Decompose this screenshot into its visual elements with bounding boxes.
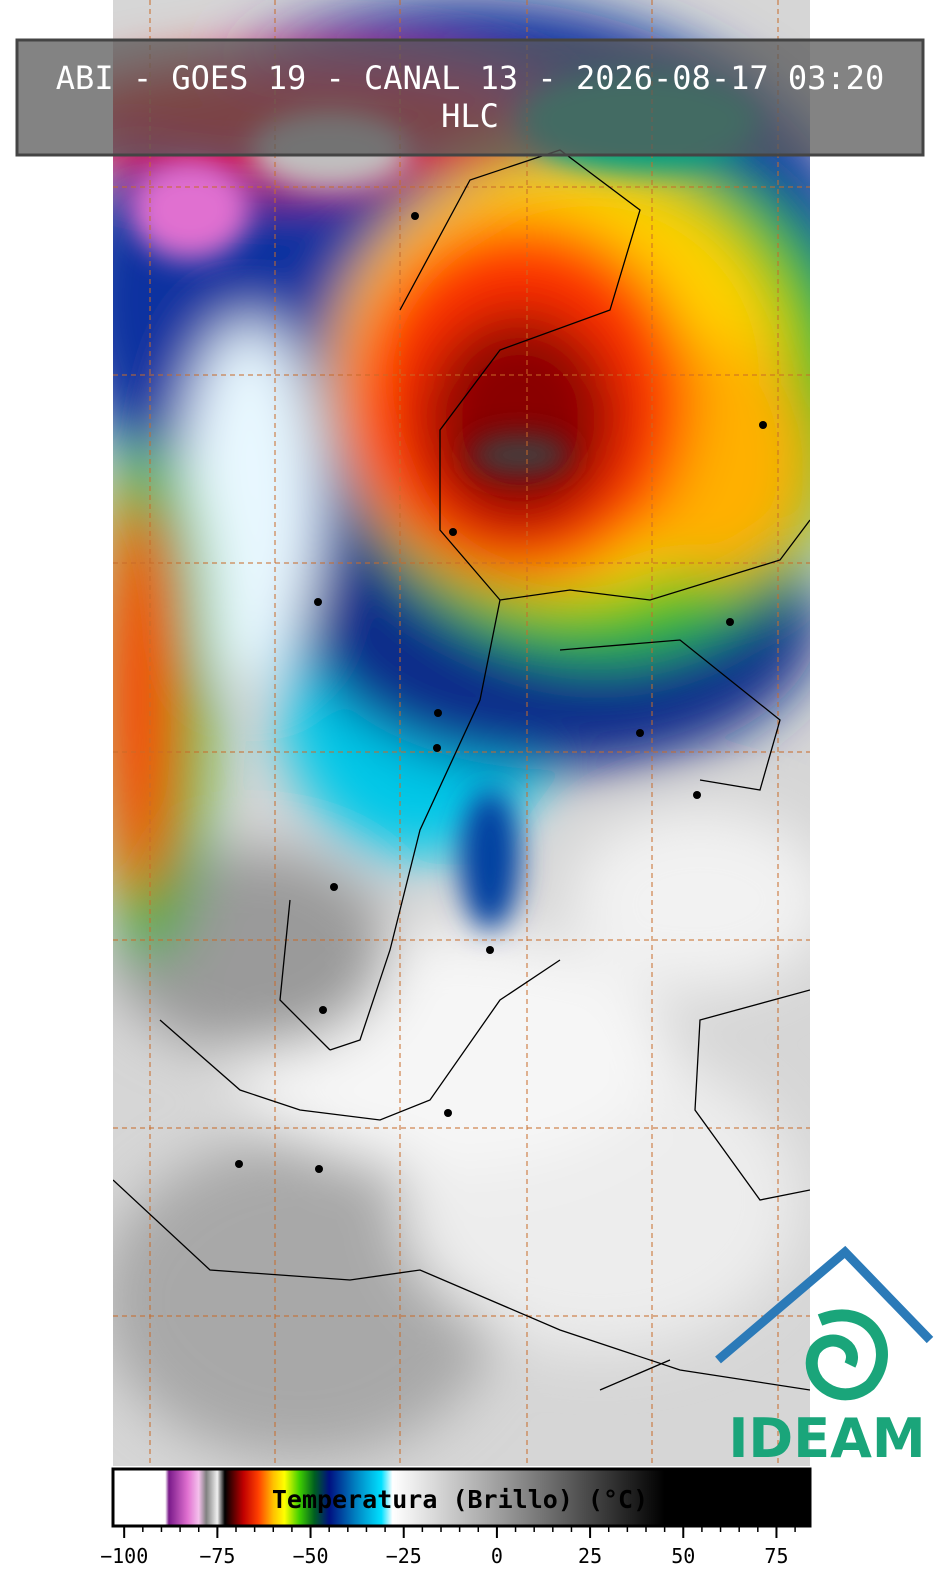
tick-label: −50 (292, 1544, 328, 1568)
logo-emblem (715, 1245, 934, 1401)
subtitle: HLC (441, 97, 499, 135)
tick-label: 25 (578, 1544, 602, 1568)
tick-label: −100 (100, 1544, 148, 1568)
tick-label: 0 (491, 1544, 503, 1568)
colorbar-ticks: −100 −75 −50 −25 0 25 50 75 (100, 1526, 796, 1568)
cities (235, 212, 767, 1173)
title: ABI - GOES 19 - CANAL 13 - 2026-08-17 03… (56, 59, 884, 97)
title-box (15, 38, 925, 157)
tick-label: 50 (671, 1544, 695, 1568)
logo-text: IDEAM (728, 1407, 925, 1470)
tick-label: −75 (199, 1544, 235, 1568)
borders (113, 149, 810, 1391)
tick-label: 75 (764, 1544, 788, 1568)
graticule (113, 0, 810, 1466)
colorbar (111, 1467, 812, 1528)
tick-label: −25 (386, 1544, 422, 1568)
colorbar-label: Temperatura (Brillo) (°C) (272, 1485, 648, 1514)
satellite-image (113, 0, 810, 1466)
